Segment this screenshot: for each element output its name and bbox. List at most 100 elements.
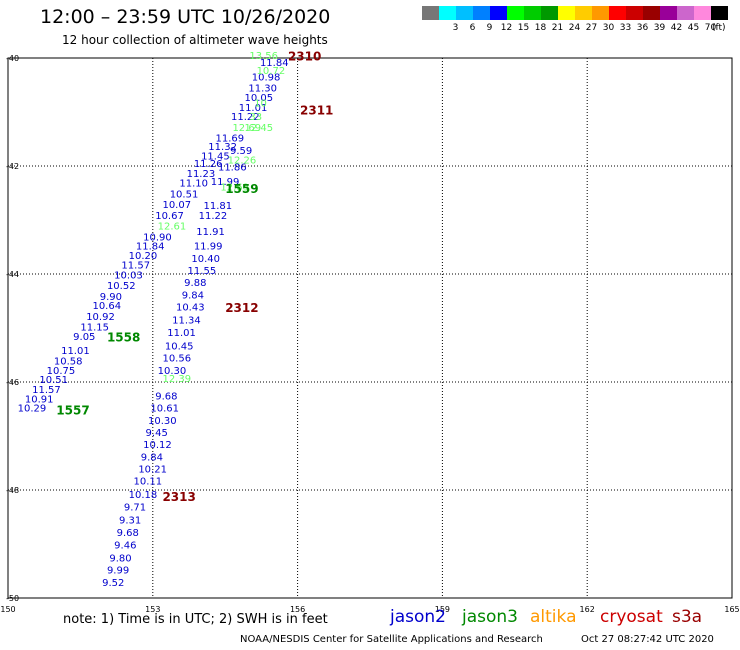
wave-height-label: 10.61 — [150, 404, 179, 415]
track-time-label: 2312 — [225, 301, 258, 315]
wave-height-label: 10.72 — [257, 66, 286, 77]
colorbar-label: 15 — [517, 23, 530, 33]
satellite-legend-altika: altika — [530, 607, 577, 627]
colorbar-swatch — [558, 6, 575, 20]
wave-height-label: 11.32 — [208, 142, 237, 153]
colorbar-swatch — [456, 6, 473, 20]
lat-tick-label: -46 — [6, 378, 19, 387]
wave-height-label: 10.51 — [39, 375, 68, 386]
map-border — [7, 57, 733, 599]
colorbar-swatch — [422, 6, 439, 20]
satellite-legend-jason2: jason2 — [390, 607, 446, 627]
colorbar-swatch — [694, 6, 711, 20]
wave-height-label: 11.34 — [172, 316, 201, 327]
wave-height-label: 11.57 — [32, 385, 61, 396]
wave-height-label: 11.99 — [211, 177, 240, 188]
colorbar-swatch — [711, 6, 728, 20]
wave-height-label: 10.98 — [252, 73, 281, 84]
wave-height-label: 13.56 — [249, 51, 278, 62]
wave-height-label: 9.80 — [109, 553, 131, 564]
colorbar-swatch — [507, 6, 524, 20]
wave-height-label: 10.58 — [54, 357, 83, 368]
colorbar-swatch — [626, 6, 643, 20]
track-time-label: 2313 — [162, 490, 195, 504]
track-time-label: 2311 — [300, 104, 333, 118]
colorbar-swatch — [575, 6, 592, 20]
wave-height-label: 10.18 — [129, 490, 158, 501]
colorbar-swatch — [592, 6, 609, 20]
wave-height-label: 9.68 — [155, 391, 177, 402]
wave-height-label: 9.88 — [184, 278, 206, 289]
wave-height-label: 11.45 — [201, 152, 230, 163]
wave-height-label: 11.22 — [231, 112, 260, 123]
wave-height-label: 10.05 — [245, 93, 274, 104]
wave-height-label: 10.30 — [158, 366, 187, 377]
wave-height-label: 10.12 — [143, 440, 172, 451]
wave-height-label: 10.20 — [129, 251, 158, 262]
wave-height-label: 10.90 — [143, 233, 172, 244]
wave-height-label: 10.51 — [170, 189, 199, 200]
wave-height-label: 11.69 — [216, 134, 245, 145]
footer-note: note: 1) Time is in UTC; 2) SWH is in fe… — [63, 612, 328, 627]
colorbar-swatch — [490, 6, 507, 20]
wave-height-label: 9.71 — [124, 503, 146, 514]
wave-height-label: 10.07 — [162, 200, 191, 211]
wave-height-label: 10.29 — [18, 404, 47, 415]
colorbar-swatch — [439, 6, 456, 20]
wave-height-label: 10.43 — [176, 303, 205, 314]
wave-height-label: 12.45 — [245, 123, 274, 134]
wave-height-label: 11.22 — [199, 211, 228, 222]
colorbar-label: 21 — [551, 23, 564, 33]
wave-height-label: 11.15 — [80, 323, 109, 334]
wave-height-label: 12.26 — [228, 155, 257, 166]
wave-height-label: 10 — [254, 99, 267, 110]
wave-height-label: 9.68 — [117, 528, 139, 539]
satellite-legend-jason3: jason3 — [462, 607, 518, 627]
colorbar-label: 12 — [500, 23, 513, 33]
wave-height-label: 9.31 — [119, 515, 141, 526]
map-subtitle: 12 hour collection of altimeter wave hei… — [62, 33, 328, 47]
wave-height-label: 12.69 — [220, 182, 249, 193]
colorbar-label: 70 — [704, 23, 717, 33]
wave-height-label: 9.99 — [107, 566, 129, 577]
colorbar-label: 33 — [619, 23, 632, 33]
wave-height-label: 10.91 — [25, 395, 54, 406]
wave-height-label: 11.23 — [187, 169, 216, 180]
wave-height-label: 10.11 — [133, 477, 162, 488]
lon-tick-label: 150 — [0, 605, 15, 614]
wave-height-label: 9.45 — [146, 428, 168, 439]
colorbar-swatch — [524, 6, 541, 20]
map-title: 12:00 – 23:59 UTC 10/26/2020 — [40, 6, 331, 28]
colorbar-label: 27 — [585, 23, 598, 33]
wave-height-label: 10.64 — [92, 301, 121, 312]
wave-height-label: 10.03 — [114, 270, 143, 281]
colorbar-swatch — [473, 6, 490, 20]
lat-tick-label: -42 — [6, 162, 19, 171]
lon-tick-label: 159 — [435, 605, 450, 614]
colorbar-swatch — [609, 6, 626, 20]
wave-height-label: 10.92 — [86, 312, 115, 323]
wave-height-label: 9.52 — [102, 578, 124, 589]
wave-height-label: 11.91 — [196, 227, 225, 238]
wave-height-label: 9.05 — [73, 332, 95, 343]
wave-height-label: 11.10 — [179, 179, 208, 190]
lon-tick-label: 156 — [290, 605, 305, 614]
wave-height-label: 12.39 — [162, 374, 191, 385]
colorbar-label: 9 — [486, 23, 493, 33]
track-time-label: 2310 — [288, 50, 321, 64]
colorbar-label: 3 — [452, 23, 459, 33]
colorbar-label: 6 — [469, 23, 476, 33]
satellite-legend-cryosat: cryosat — [600, 607, 663, 627]
wave-height-label: 9.46 — [114, 540, 136, 551]
track-time-label: 1557 — [56, 403, 89, 417]
footer-timestamp: Oct 27 08:27:42 UTC 2020 — [581, 634, 714, 645]
wave-height-label: 11.26 — [194, 159, 223, 170]
lon-tick-label: 165 — [724, 605, 739, 614]
lon-tick-label: 162 — [580, 605, 595, 614]
wave-height-label: 10.67 — [155, 211, 184, 222]
wave-height-label: 11.81 — [203, 201, 232, 212]
wave-height-label: 10.56 — [162, 353, 191, 364]
colorbar-swatch — [660, 6, 677, 20]
colorbar-swatch — [643, 6, 660, 20]
lat-tick-label: -48 — [6, 486, 19, 495]
